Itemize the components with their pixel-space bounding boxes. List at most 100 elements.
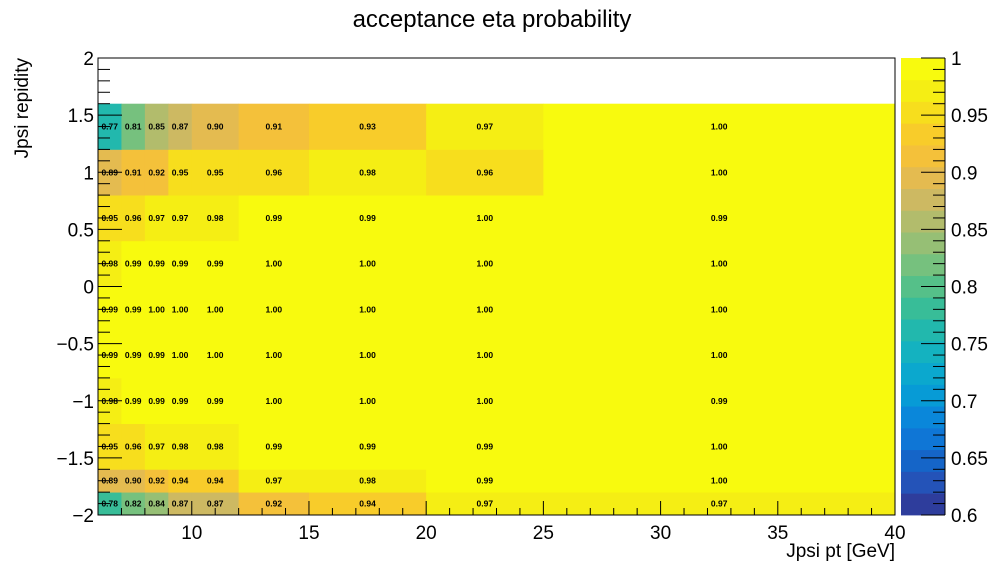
heatmap-cell	[308, 492, 427, 516]
y-tick-label: 2	[83, 49, 94, 70]
cell-value-label: 0.95	[207, 167, 224, 177]
colorbar-segment	[901, 319, 945, 342]
x-tick-label: 30	[650, 523, 671, 544]
heatmap-cell	[543, 240, 896, 287]
heatmap-cell	[144, 195, 169, 242]
cell-value-label: 0.99	[477, 476, 494, 486]
heatmap-cell	[121, 332, 146, 379]
heatmap-cell	[543, 492, 896, 516]
cell-value-label: 1.00	[266, 396, 283, 406]
heatmap-cell	[543, 332, 896, 379]
heatmap-cell	[144, 332, 169, 379]
cell-value-label: 1.00	[359, 350, 376, 360]
y-tick-label: −0.5	[56, 335, 94, 356]
heatmap-cell	[238, 103, 310, 150]
heatmap-cell	[168, 492, 193, 516]
heatmap-cell	[191, 423, 240, 470]
heatmap-cell	[168, 149, 193, 196]
cell-value-label: 0.96	[125, 441, 142, 451]
cell-value-label: 0.99	[266, 213, 283, 223]
cell-value-label: 0.99	[266, 441, 283, 451]
cell-value-label: 0.97	[477, 122, 494, 132]
y-tick-label: 1.5	[68, 106, 94, 127]
heatmap-cell	[191, 195, 240, 242]
y-tick-label: −1.5	[56, 449, 94, 470]
colorbar-segment	[901, 58, 945, 81]
cell-value-label: 0.99	[172, 259, 189, 269]
colorbar-tick-label: 0.8	[951, 278, 977, 299]
heatmap-cell	[308, 149, 427, 196]
heatmap-cell	[168, 377, 193, 424]
cell-value-label: 0.87	[172, 499, 189, 509]
colorbar-segment	[901, 340, 945, 364]
cell-value-label: 1.00	[172, 304, 189, 314]
heatmap-cell	[308, 195, 427, 242]
heatmap-cell	[238, 469, 310, 493]
heatmap-cell	[543, 423, 896, 470]
cell-value-label: 0.90	[125, 476, 142, 486]
x-tick-label: 10	[181, 523, 202, 544]
heatmap-cell	[426, 240, 544, 287]
cell-value-label: 0.98	[207, 213, 224, 223]
cell-value-label: 0.99	[148, 396, 165, 406]
cell-value-label: 1.00	[266, 350, 283, 360]
cell-value-label: 0.87	[172, 122, 189, 132]
chart-title: acceptance eta probability	[353, 6, 632, 33]
heatmap-cell	[168, 423, 193, 470]
cell-value-label: 0.91	[125, 167, 142, 177]
heatmap-cell	[121, 195, 146, 242]
cell-value-label: 0.99	[125, 259, 142, 269]
heatmap-cell	[121, 469, 146, 493]
cell-value-label: 0.97	[148, 213, 165, 223]
cell-value-label: 1.00	[266, 304, 283, 314]
cell-value-label: 1.00	[711, 476, 728, 486]
cell-value-label: 1.00	[359, 304, 376, 314]
x-tick-label: 25	[533, 523, 554, 544]
cell-value-label: 0.92	[266, 499, 283, 509]
y-tick-label: 0	[83, 278, 94, 299]
cell-value-label: 0.99	[207, 396, 224, 406]
cell-value-label: 1.00	[207, 350, 224, 360]
colorbar-segment	[901, 145, 945, 168]
heatmap-cells	[98, 103, 896, 516]
colorbar-segment	[901, 362, 945, 385]
heatmap-cell	[121, 423, 146, 470]
y-axis-label: Jpsi repidity	[12, 58, 33, 159]
heatmap-cell	[426, 423, 544, 470]
heatmap-cell	[426, 286, 544, 333]
cell-value-label: 0.97	[477, 499, 494, 509]
cell-value-label: 0.98	[359, 167, 376, 177]
cell-value-label: 1.00	[711, 167, 728, 177]
heatmap-cell	[238, 377, 310, 424]
x-axis-label: Jpsi pt [GeV]	[786, 541, 895, 562]
heatmap-cell	[543, 469, 896, 493]
cell-value-label: 1.00	[711, 259, 728, 269]
heatmap-cell	[543, 377, 896, 424]
heatmap-cell	[144, 492, 169, 516]
colorbar-segment	[901, 232, 945, 255]
cell-value-label: 0.94	[172, 476, 189, 486]
heatmap-cell	[121, 240, 146, 287]
heatmap-cell	[168, 286, 193, 333]
heatmap-cell	[308, 286, 427, 333]
y-tick-label: 1	[83, 163, 94, 184]
colorbar-segment	[901, 210, 945, 233]
colorbar-segment	[901, 79, 945, 102]
heatmap-cell	[144, 423, 169, 470]
heatmap-cell	[543, 286, 896, 333]
colorbar-segment	[901, 384, 945, 407]
heatmap-cell	[543, 149, 896, 196]
cell-value-label: 0.98	[207, 441, 224, 451]
colorbar-segment	[901, 406, 945, 429]
cell-value-label: 0.99	[148, 259, 165, 269]
cell-value-label: 0.92	[148, 476, 165, 486]
x-tick-label: 20	[416, 523, 437, 544]
heatmap-cell	[426, 332, 544, 379]
cell-value-label: 0.94	[359, 499, 376, 509]
heatmap-cell	[168, 103, 193, 150]
heatmap-cell	[426, 195, 544, 242]
cell-value-label: 0.82	[125, 499, 142, 509]
cell-value-label: 1.00	[711, 304, 728, 314]
x-axis: 10 15 20 25 30 35 40	[97, 501, 906, 544]
